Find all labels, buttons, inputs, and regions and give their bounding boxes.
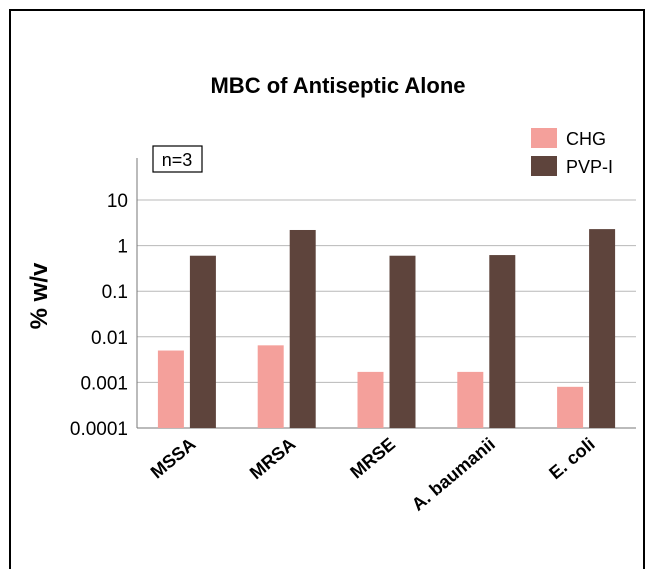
- bar-pvp-i-mssa: [189, 255, 216, 428]
- category-label: MSSA: [147, 434, 200, 483]
- chart-title: MBC of Antiseptic Alone: [210, 73, 465, 98]
- bar-pvp-i-e-coli: [589, 229, 616, 428]
- y-tick-label: 0.0001: [70, 419, 128, 440]
- bar-pvp-i-mrsa: [289, 229, 316, 428]
- category-label: E. coli: [545, 434, 598, 483]
- category-label: A. baumanii: [408, 434, 499, 515]
- annotation-box: n=3: [152, 145, 203, 173]
- y-axis-label: % w/v: [26, 262, 53, 329]
- legend-swatch: [531, 128, 557, 148]
- figure-frame: [9, 9, 645, 569]
- y-tick-label: 10: [107, 191, 128, 212]
- legend-label: PVP-I: [566, 157, 613, 177]
- gridlines: [137, 199, 636, 383]
- legend: CHG PVP-I: [531, 128, 613, 177]
- y-tick-label: 0.001: [80, 373, 128, 394]
- bars: [157, 229, 616, 428]
- y-tick-label: 0.1: [102, 282, 128, 303]
- bar-chg-e-coli: [557, 386, 584, 428]
- bar-chg-a-baumanii: [457, 371, 484, 428]
- legend-swatch: [531, 156, 557, 176]
- category-labels: MSSA MRSA MRSE A. baumanii E. coli: [147, 434, 599, 515]
- category-label: MRSE: [346, 434, 399, 483]
- category-label: MRSA: [246, 434, 299, 483]
- y-tick-labels: 10 1 0.1 0.01 0.001 0.0001: [70, 191, 128, 440]
- bar-chg-mrsa: [257, 345, 284, 428]
- legend-label: CHG: [566, 129, 606, 149]
- y-tick-label: 0.01: [91, 328, 128, 349]
- bar-pvp-i-mrse: [389, 255, 416, 428]
- bar-chg-mssa: [157, 350, 184, 428]
- y-tick-label: 1: [117, 237, 128, 258]
- bar-pvp-i-a-baumanii: [489, 255, 516, 428]
- bar-chg-mrse: [357, 371, 384, 428]
- annotation-text: n=3: [162, 150, 193, 170]
